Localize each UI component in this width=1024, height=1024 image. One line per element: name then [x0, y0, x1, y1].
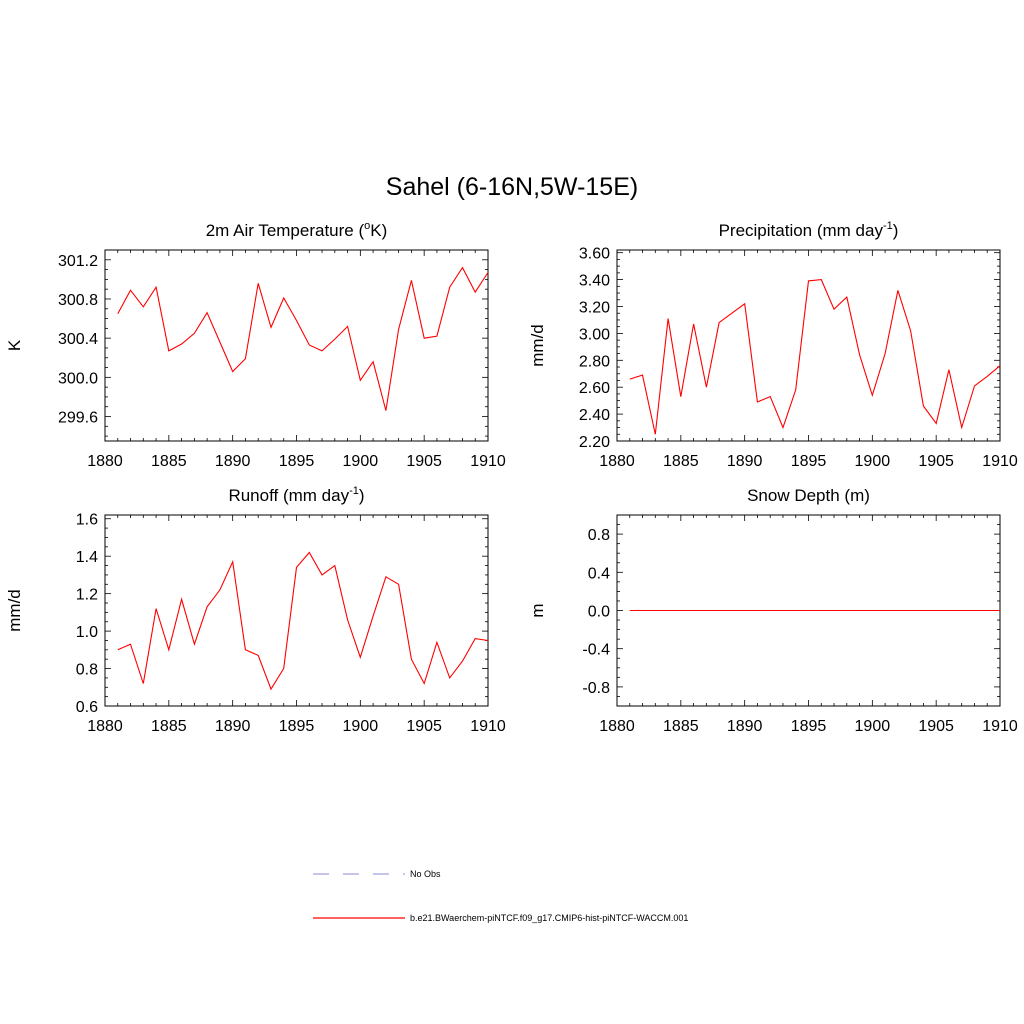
chart-0-xtick-label: 1885	[151, 453, 187, 470]
chart-2-ytick-label: 0.6	[76, 699, 98, 716]
chart-0-xtick-label: 1910	[470, 453, 506, 470]
chart-3-ytick-label: 0.4	[588, 565, 610, 582]
legend: No Obs b.e21.BWaerchem-piNTCF.f09_g17.CM…	[313, 869, 688, 923]
chart-0-xtick-label: 1900	[343, 453, 379, 470]
chart-2-xtick-label: 1895	[279, 718, 315, 735]
chart-1-xtick-label: 1900	[855, 453, 891, 470]
chart-2-series-line	[117, 551, 489, 691]
chart-0-ytick-label: 300.4	[58, 331, 98, 348]
chart-3-xtick-label: 1910	[982, 718, 1018, 735]
chart-0-ytick-label: 299.6	[58, 410, 98, 427]
chart-0-xtick-label: 1895	[279, 453, 315, 470]
chart-2-ytick-label: 0.8	[76, 662, 98, 679]
chart-0-xtick-label: 1890	[215, 453, 251, 470]
chart-3-xtick-label: 1900	[855, 718, 891, 735]
chart-0-series-line	[117, 266, 489, 411]
chart-3-ytick-label: -0.4	[582, 642, 610, 659]
chart-1-xtick-label: 1890	[727, 453, 763, 470]
plot-panel-temperature: 1880 1885 1890 1895 1900 1905 1910 299.6 300.0 30…	[5, 220, 506, 470]
chart-0-ylabel: K	[5, 339, 24, 351]
chart-3-xtick-label: 1905	[918, 718, 954, 735]
plot-panel-runoff: 1880 1885 1890 1895 1900 1905 1910 0.6 0.8 1.0 1.2…	[5, 485, 506, 735]
chart-2-xtick-label: 1880	[87, 718, 123, 735]
chart-2-xtick-label: 1890	[215, 718, 251, 735]
chart-0-ytick-label: 300.8	[58, 292, 98, 309]
chart-1-ytick-label: 2.80	[579, 353, 610, 370]
chart-2-xtick-label: 1900	[343, 718, 379, 735]
chart-2-ytick-label: 1.6	[76, 512, 98, 529]
chart-0-ytick-label: 301.2	[58, 253, 98, 270]
chart-2-ytick-label: 1.4	[76, 549, 98, 566]
chart-3-xtick-label: 1885	[663, 718, 699, 735]
chart-3-xtick-label: 1895	[791, 718, 827, 735]
chart-3-ytick-label: -0.8	[582, 680, 610, 697]
chart-3-ylabel: m	[528, 603, 547, 617]
chart-0-ytick-label: 300.0	[58, 370, 98, 387]
chart-0-xtick-label: 1880	[87, 453, 123, 470]
chart-1-ytick-label: 2.40	[579, 407, 610, 424]
chart-1-series-line	[629, 279, 1001, 435]
chart-0-frame	[104, 249, 489, 442]
chart-3-xtick-label: 1890	[727, 718, 763, 735]
chart-2-xtick-label: 1910	[470, 718, 506, 735]
chart-1-ytick-label: 3.40	[579, 273, 610, 290]
chart-1-title: Precipitation (mm day-1)	[719, 220, 899, 240]
chart-3-ytick-label: 0.0	[588, 604, 610, 621]
chart-1-ytick-label: 2.20	[579, 434, 610, 451]
chart-1-xtick-label: 1910	[982, 453, 1018, 470]
chart-3-title: Snow Depth (m)	[747, 486, 870, 505]
chart-3-ytick-label: 0.8	[588, 527, 610, 544]
chart-2-xtick-label: 1885	[151, 718, 187, 735]
chart-1-ylabel: mm/d	[528, 324, 547, 367]
chart-1-frame	[616, 249, 1001, 442]
chart-0-xtick-label: 1905	[406, 453, 442, 470]
plot-panel-precipitation: 1880 1885 1890 1895 1900 1905 1910 2.20 2.40 2.60…	[528, 220, 1018, 470]
chart-1-ytick-label: 2.60	[579, 380, 610, 397]
chart-2-ytick-label: 1.2	[76, 587, 98, 604]
plot-panel-snow-depth: 1880 1885 1890 1895 1900 1905 1910 -0.8 -0.4 0.0 0…	[528, 486, 1018, 735]
chart-2-ytick-label: 1.0	[76, 624, 98, 641]
chart-2-frame	[104, 514, 489, 707]
chart-1-ytick-label: 3.00	[579, 326, 610, 343]
chart-3-xtick-label: 1880	[599, 718, 635, 735]
chart-1-ytick-label: 3.60	[579, 246, 610, 263]
legend-model-label: b.e21.BWaerchem-piNTCF.f09_g17.CMIP6-his…	[410, 913, 688, 923]
figure-title: Sahel (6-16N,5W-15E)	[386, 173, 638, 201]
legend-obs-label: No Obs	[410, 869, 441, 879]
chart-2-title: Runoff (mm day-1)	[228, 485, 364, 505]
chart-2-ylabel: mm/d	[5, 589, 24, 632]
chart-1-xtick-label: 1895	[791, 453, 827, 470]
chart-1-xtick-label: 1905	[918, 453, 954, 470]
chart-0-title: 2m Air Temperature (oK)	[206, 220, 388, 240]
chart-1-xtick-label: 1885	[663, 453, 699, 470]
chart-1-ytick-label: 3.20	[579, 299, 610, 316]
chart-2-xtick-label: 1905	[406, 718, 442, 735]
chart-1-xtick-label: 1880	[599, 453, 635, 470]
